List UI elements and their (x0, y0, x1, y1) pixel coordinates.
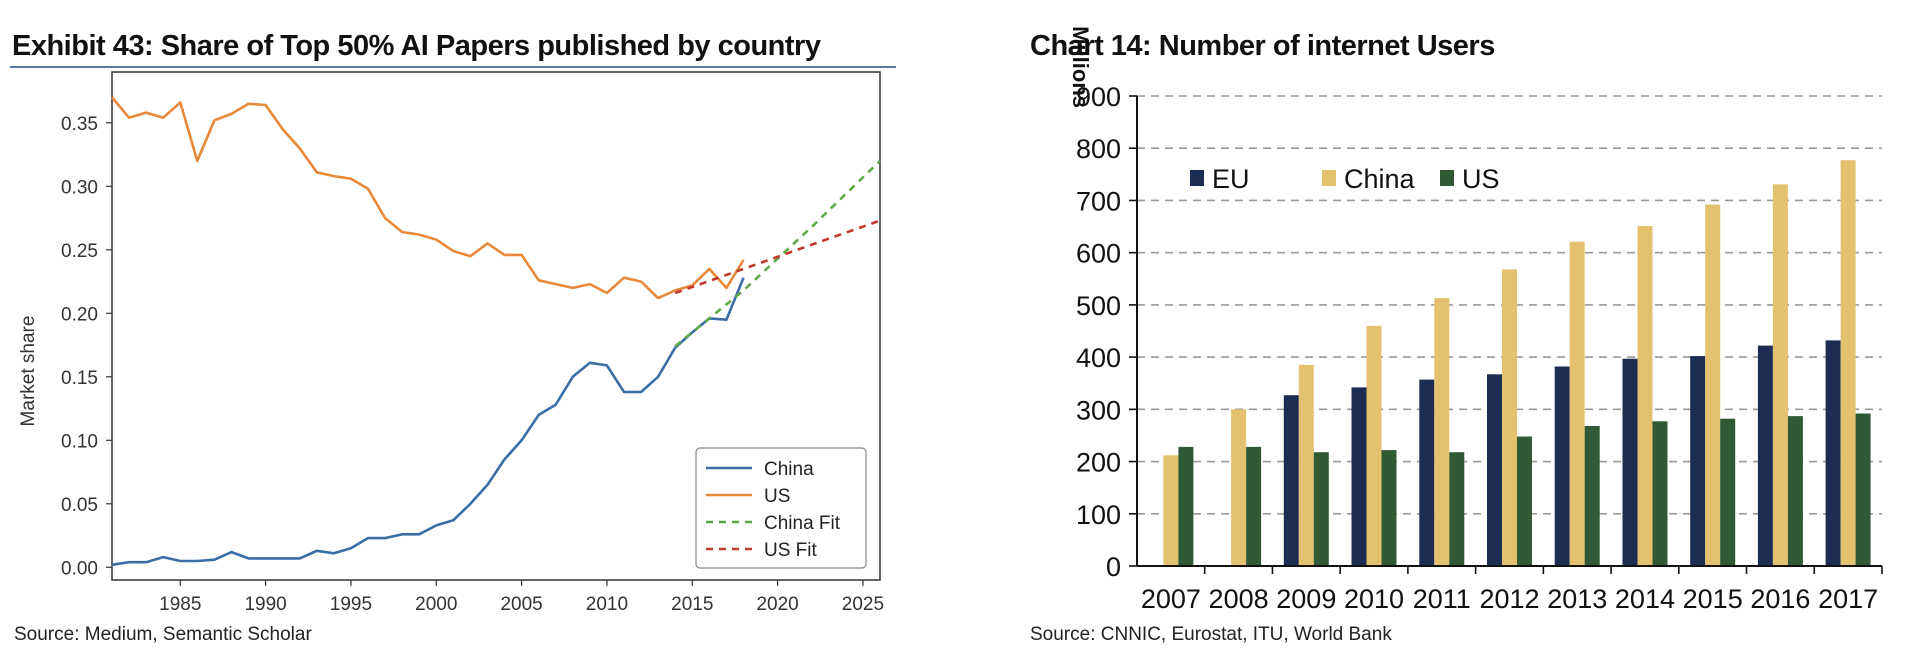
x-tick-label: 1995 (330, 594, 372, 615)
series-line-us-fit (674, 219, 881, 295)
bar-eu-2015 (1690, 356, 1706, 566)
legend-label: China (764, 459, 814, 480)
x-tick-label: 2025 (842, 594, 884, 615)
left-chart-title: Exhibit 43: Share of Top 50% AI Papers p… (12, 30, 821, 62)
y-tick-label: 700 (1076, 186, 1121, 216)
y-tick-label: 0.05 (61, 495, 98, 516)
x-tick-label: 2015 (671, 594, 713, 615)
y-tick-label: 400 (1076, 343, 1121, 373)
y-tick-label: 100 (1076, 500, 1121, 530)
series-line-china (111, 277, 745, 567)
bar-eu-2013 (1554, 366, 1570, 566)
right-chart-panel: Chart 14: Number of internet Users 0 100 2… (1030, 0, 1920, 666)
bar-china-2014 (1637, 226, 1653, 566)
legend-label: US (764, 486, 790, 507)
bar-us-2015 (1720, 418, 1736, 566)
y-tick-label: 0.15 (61, 368, 98, 389)
y-tick-label: 0.30 (61, 177, 98, 198)
bar-us-2016 (1787, 416, 1803, 566)
bar-us-2010 (1381, 450, 1397, 566)
x-tick-label: 2007 (1141, 584, 1201, 614)
y-tick-label: 0.10 (61, 431, 98, 452)
bar-eu-2011 (1419, 379, 1435, 566)
bar-china-2013 (1569, 241, 1585, 566)
y-tick-label: 0.00 (61, 558, 98, 579)
y-axis-label: Millions (1068, 26, 1093, 108)
x-tick-label: 1985 (159, 594, 201, 615)
x-tick-label: 2015 (1683, 584, 1743, 614)
bar-eu-2014 (1622, 358, 1638, 566)
x-tick-label: 2012 (1479, 584, 1539, 614)
x-tick-label: 2020 (756, 594, 798, 615)
x-tick-label: 2005 (500, 594, 542, 615)
x-tick-label: 2010 (1344, 584, 1404, 614)
series-line-us (111, 96, 745, 300)
bar-china-2007 (1163, 455, 1179, 566)
x-tick-label: 2000 (415, 594, 457, 615)
bar-china-2008 (1231, 409, 1247, 566)
bar-china-2012 (1502, 269, 1517, 566)
y-tick-label: 800 (1076, 134, 1121, 164)
bar-china-2010 (1366, 325, 1382, 566)
bar-us-2008 (1246, 446, 1262, 566)
y-tick-label: 0.20 (61, 304, 98, 325)
bar-us-2017 (1855, 413, 1871, 566)
left-chart-source: Source: Medium, Semantic Scholar (14, 624, 312, 645)
bar-us-2011 (1449, 452, 1465, 566)
bar-eu-2009 (1283, 395, 1299, 566)
bar-china-2015 (1705, 204, 1721, 566)
bar-eu-2016 (1757, 345, 1773, 566)
right-chart-title: Chart 14: Number of internet Users (1030, 30, 1495, 62)
bar-us-2014 (1652, 421, 1668, 566)
x-tick-label: 2010 (586, 594, 628, 615)
bar-eu-2012 (1487, 374, 1502, 566)
line-chart: 0.00 0.05 0.10 0.15 0.20 0.25 0.30 0.35 1985 1990… (18, 71, 884, 615)
x-tick-label: 2014 (1615, 584, 1675, 614)
y-tick-label: 200 (1076, 448, 1121, 478)
y-tick-label: 300 (1076, 395, 1121, 425)
bar-china-2017 (1840, 160, 1856, 566)
bar-china-2009 (1298, 364, 1314, 566)
bar-eu-2017 (1825, 340, 1841, 566)
legend-label: US (1462, 164, 1500, 194)
y-tick-label: 0 (1106, 552, 1121, 582)
x-tick-label: 2017 (1818, 584, 1878, 614)
y-axis-label: Market share (18, 316, 39, 427)
bar-us-2013 (1584, 426, 1600, 566)
right-chart-source: Source: CNNIC, Eurostat, ITU, World Bank (1030, 624, 1392, 645)
y-tick-label: 600 (1076, 239, 1121, 269)
x-tick-label: 1990 (244, 594, 286, 615)
x-tick-label: 2016 (1750, 584, 1810, 614)
x-tick-label: 2008 (1209, 584, 1269, 614)
legend-label: EU (1212, 164, 1250, 194)
y-tick-label: 900 (1076, 82, 1121, 112)
legend-label: US Fit (764, 540, 818, 561)
bar-us-2007 (1178, 446, 1194, 566)
bar-china-2016 (1772, 184, 1788, 567)
y-tick-label: 0.35 (61, 114, 98, 135)
bar-us-2009 (1313, 452, 1329, 566)
legend-box (695, 447, 867, 569)
x-tick-label: 2013 (1547, 584, 1607, 614)
legend-label: China (1344, 164, 1416, 194)
legend-swatch-eu (1190, 170, 1204, 186)
bar-us-2012 (1517, 436, 1532, 566)
legend-label: China Fit (764, 513, 841, 534)
y-tick-label: 500 (1076, 291, 1121, 321)
bar-eu-2010 (1351, 387, 1367, 566)
y-tick-label: 0.25 (61, 241, 98, 262)
x-tick-label: 2009 (1276, 584, 1336, 614)
left-chart-panel: Exhibit 43: Share of Top 50% AI Papers p… (0, 0, 900, 666)
title-underline (10, 66, 896, 68)
bar-china-2011 (1434, 298, 1450, 566)
legend-swatch-us (1440, 170, 1454, 186)
legend-swatch-china (1322, 170, 1336, 186)
x-tick-label: 2011 (1413, 584, 1471, 614)
series-line-china-fit (674, 159, 881, 348)
